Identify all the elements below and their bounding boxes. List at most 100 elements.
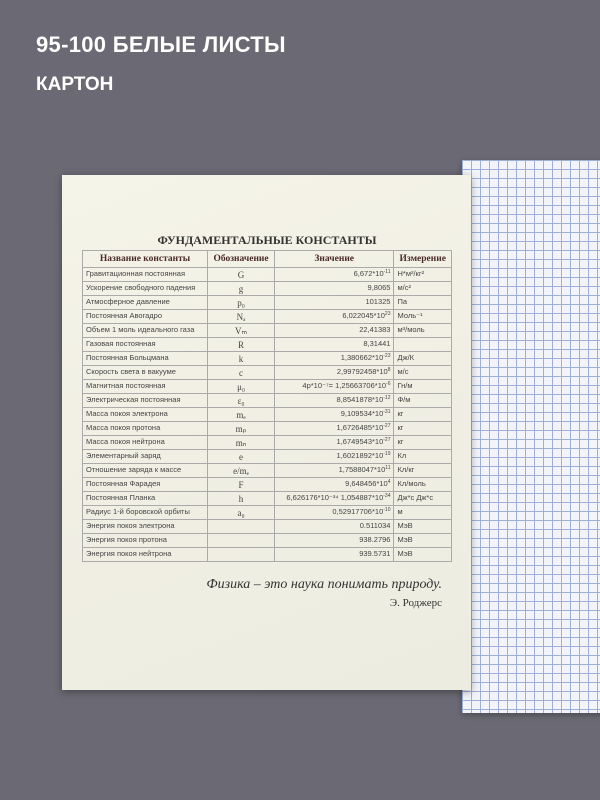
constant-value: 8,8541878*10-12 (273, 393, 395, 408)
constant-symbol: mₙ (207, 435, 275, 450)
constant-value: 9,109534*10-31 (273, 407, 395, 422)
value-base: 0.511034 (359, 521, 391, 531)
value-base: 939.5731 (359, 549, 391, 559)
constant-symbol (207, 533, 275, 548)
constant-name: Энергия покоя нейтрона (81, 547, 209, 562)
value-base: 0,52917706*10 (332, 507, 384, 517)
table-row: Масса покоя протона mₚ 1,6726485*10-27 кг (81, 421, 452, 436)
constant-symbol: c (207, 365, 275, 380)
constant-value: 9,648456*104 (273, 477, 395, 492)
constant-value: 938.2796 (273, 533, 395, 548)
value-exponent: -6 (386, 381, 391, 388)
constant-unit: Па (393, 295, 452, 310)
value-base: 22,41383 (359, 325, 391, 335)
value-base: 6,672*10 (353, 269, 384, 279)
constant-unit: Дж/К (393, 351, 452, 366)
value-base: 4p*10⁻⁷= 1,25663706*10 (302, 381, 387, 391)
constant-name: Элементарный заряд (81, 449, 209, 464)
value-exponent: -10 (383, 507, 391, 514)
constant-name: Постоянная Планка (81, 491, 209, 506)
value-base: 9,648456*10 (345, 479, 388, 489)
value-base: 9,8065 (367, 283, 391, 293)
constant-unit: м (393, 505, 452, 520)
table-row: Энергия покоя нейтрона 939.5731 МэВ (81, 547, 452, 562)
constant-symbol: R (207, 337, 275, 352)
value-base: 6,626176*10⁻³⁴ 1,054887*10 (286, 493, 384, 503)
constant-value: 8,31441 (273, 337, 395, 352)
constant-value: 1,7588047*1011 (273, 463, 395, 478)
value-base: 938.2796 (359, 535, 391, 545)
constant-symbol (207, 519, 275, 534)
constant-unit: кг (393, 421, 452, 436)
constant-value: 1,380662*10-23 (273, 351, 395, 366)
constant-symbol: mₚ (207, 421, 275, 436)
grid-paper-page (462, 160, 600, 713)
value-base: 1,6749543*10 (336, 437, 384, 447)
value-exponent: 11 (385, 465, 391, 472)
value-exponent: -23 (383, 353, 391, 360)
constant-value: 4p*10⁻⁷= 1,25663706*10-6 (273, 379, 395, 394)
constant-value: 9,8065 (273, 281, 395, 296)
constant-unit: кг (393, 435, 452, 450)
table-row: Масса покоя электрона mₑ 9,109534*10-31 кг (81, 407, 452, 422)
constants-table: Название константы Обозначение Значение … (81, 250, 452, 562)
constant-name: Постоянная Авогадро (81, 309, 209, 324)
constant-name: Постоянная Фарадея (81, 477, 209, 492)
constant-name: Скорость света в вакууме (81, 365, 209, 380)
value-exponent: -27 (383, 423, 391, 430)
table-row: Масса покоя нейтрона mₙ 1,6749543*10-27 кг (81, 435, 452, 450)
constant-unit: Дж*с Дж*с (393, 491, 452, 506)
constant-name: Постоянная Больцмана (81, 351, 209, 366)
table-row: Скорость света в вакууме c 2,99792458*108 м… (81, 365, 452, 380)
constant-value: 2,99792458*108 (273, 365, 395, 380)
constant-symbol: e (207, 449, 275, 464)
constant-symbol: ε₀ (207, 393, 275, 408)
table-row: Постоянная Планка h 6,626176*10⁻³⁴ 1,05488… (81, 491, 452, 506)
value-exponent: 4 (387, 479, 391, 486)
value-base: 1,6021892*10 (336, 451, 384, 461)
constant-unit: Гн/м (393, 379, 452, 394)
constant-name: Гравитационная постоянная (81, 267, 209, 282)
constant-unit: м³/моль (393, 323, 452, 338)
column-header: Измерение (393, 250, 452, 268)
value-exponent: -27 (383, 437, 391, 444)
table-row: Энергия покоя электрона 0.511034 МэВ (81, 519, 452, 534)
value-base: 8,31441 (363, 339, 391, 349)
notebook-back-cover: ФУНДАМЕНТАЛЬНЫЕ КОНСТАНТЫ Название конст… (62, 175, 471, 690)
value-base: 6,022045*10 (342, 311, 385, 321)
value-exponent: -11 (383, 269, 391, 276)
constant-value: 6,022045*1023 (273, 309, 395, 324)
table-row: Энергия покоя протона 938.2796 МэВ (81, 533, 452, 548)
constant-name: Масса покоя электрона (81, 407, 209, 422)
constant-name: Электрическая постоянная (81, 393, 209, 408)
constant-symbol: G (207, 267, 275, 282)
table-row: Постоянная Больцмана k 1,380662*10-23 Дж/К (81, 351, 452, 366)
constant-unit: м/с² (393, 281, 452, 296)
value-exponent: -31 (383, 409, 391, 416)
constant-name: Энергия покоя протона (81, 533, 209, 548)
constant-symbol: e/mₑ (207, 463, 275, 478)
constant-value: 939.5731 (273, 547, 395, 562)
value-base: 8,8541878*10 (336, 395, 384, 405)
column-header: Название константы (81, 250, 209, 268)
value-base: 2,99792458*10 (336, 367, 388, 377)
constant-name: Отношение заряда к массе (81, 463, 209, 478)
constant-unit: Н*м²/кг² (393, 267, 452, 282)
table-row: Объем 1 моль идеального газа Vₘ 22,41383 м³… (81, 323, 452, 338)
table-row: Газовая постоянная R 8,31441 (81, 337, 452, 352)
constant-symbol: Vₘ (207, 323, 275, 338)
constant-name: Энергия покоя электрона (81, 519, 209, 534)
constant-symbol: h (207, 491, 275, 506)
table-row: Электрическая постоянная ε₀ 8,8541878*10-1… (81, 393, 452, 408)
column-header: Значение (273, 250, 395, 268)
constant-value: 1,6021892*10-19 (273, 449, 395, 464)
table-row: Атмосферное давление p₀ 101325 Па (81, 295, 452, 310)
table-row: Элементарный заряд e 1,6021892*10-19 Кл (81, 449, 452, 464)
table-row: Радиус 1-й боровской орбиты a₀ 0,52917706*… (81, 505, 452, 520)
constant-unit: МэВ (393, 547, 452, 562)
constant-value: 0.511034 (273, 519, 395, 534)
constant-symbol: μ₀ (207, 379, 275, 394)
constant-name: Газовая постоянная (81, 337, 209, 352)
constant-unit: Ф/м (393, 393, 452, 408)
constant-value: 101325 (273, 295, 395, 310)
